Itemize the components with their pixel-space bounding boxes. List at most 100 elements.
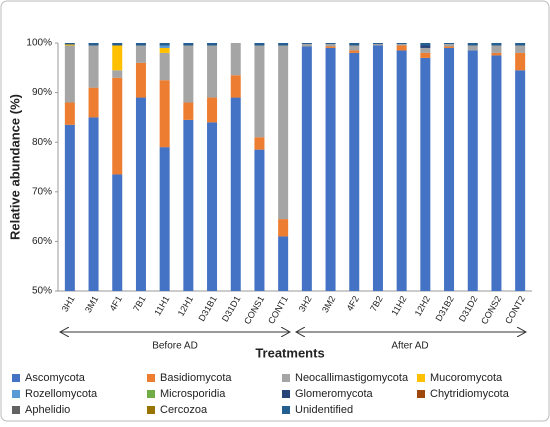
bar-segment bbox=[112, 174, 123, 291]
bar-segment bbox=[444, 43, 455, 44]
bar-segment bbox=[159, 47, 170, 53]
bar-segment bbox=[420, 57, 431, 291]
bar-segment bbox=[349, 43, 360, 46]
bar-segment bbox=[159, 80, 170, 148]
bar-segment bbox=[444, 46, 455, 48]
bar-segment bbox=[64, 45, 75, 103]
bar-segment bbox=[135, 97, 146, 291]
y-tick-label: 100% bbox=[26, 38, 52, 49]
annotation: Before AD bbox=[152, 341, 198, 352]
legend-label: Aphelidio bbox=[25, 404, 70, 416]
legend-label: Ascomycota bbox=[25, 372, 86, 384]
legend-swatch bbox=[282, 390, 290, 398]
y-tick-label: 90% bbox=[32, 87, 52, 98]
bar-segment bbox=[64, 102, 75, 125]
bar-segment bbox=[278, 43, 289, 46]
bar-segment bbox=[325, 43, 336, 44]
bar-segment bbox=[325, 43, 336, 47]
bar-segment bbox=[207, 97, 218, 123]
bar-segment bbox=[349, 45, 360, 51]
bar-segment bbox=[301, 43, 312, 44]
bar-segment bbox=[112, 77, 123, 175]
bar-segment bbox=[515, 70, 526, 291]
bar-segment bbox=[135, 45, 146, 63]
legend-label: Mucoromycota bbox=[430, 372, 503, 384]
bar-segment bbox=[278, 236, 289, 291]
legend-swatch bbox=[12, 390, 20, 398]
bar-segment bbox=[64, 44, 75, 46]
legend-label: Chytridiomycota bbox=[430, 388, 510, 400]
legend-swatch bbox=[12, 374, 20, 382]
x-axis-label: Treatments bbox=[255, 345, 324, 360]
legend-swatch bbox=[147, 406, 155, 414]
bar-segment bbox=[278, 219, 289, 237]
bar-segment bbox=[349, 50, 360, 53]
legend-swatch bbox=[147, 374, 155, 382]
bar-segment bbox=[88, 45, 99, 88]
bar-segment bbox=[207, 43, 218, 46]
bar-segment bbox=[254, 137, 265, 150]
bar-segment bbox=[230, 97, 241, 291]
bar-segment bbox=[230, 75, 241, 98]
bar-segment bbox=[467, 43, 478, 46]
legend-swatch bbox=[417, 390, 425, 398]
legend-label: Basidiomycota bbox=[160, 372, 232, 384]
bar-segment bbox=[467, 50, 478, 291]
legend-swatch bbox=[282, 406, 290, 414]
bar-segment bbox=[396, 45, 407, 51]
legend-swatch bbox=[282, 374, 290, 382]
annotation: After AD bbox=[391, 341, 428, 352]
legend-label: Microsporidia bbox=[160, 388, 226, 400]
bar-segment bbox=[420, 47, 431, 53]
bar-segment bbox=[183, 119, 194, 291]
bar-segment bbox=[491, 52, 502, 56]
bar-segment bbox=[278, 45, 289, 220]
legend-label: Rozellomycota bbox=[25, 388, 98, 400]
bar-segment bbox=[135, 43, 146, 46]
bar-segment bbox=[372, 43, 383, 44]
bar-segment bbox=[112, 43, 123, 46]
bar-segment bbox=[159, 45, 170, 48]
bar-segment bbox=[396, 50, 407, 291]
bar-segment bbox=[159, 147, 170, 291]
bar-segment bbox=[515, 43, 526, 46]
bar-segment bbox=[491, 55, 502, 292]
bar-segment bbox=[88, 87, 99, 118]
bar-segment bbox=[207, 122, 218, 291]
legend-label: Unidentified bbox=[295, 404, 353, 416]
bar-segment bbox=[207, 45, 218, 98]
bar-segment bbox=[420, 45, 431, 48]
bar-segment bbox=[467, 45, 478, 51]
bar-segment bbox=[254, 43, 265, 46]
legend-swatch bbox=[147, 390, 155, 398]
y-tick-label: 50% bbox=[32, 286, 52, 297]
bar-segment bbox=[420, 52, 431, 58]
bar-segment bbox=[183, 43, 194, 46]
bar-segment bbox=[254, 149, 265, 291]
bar-segment bbox=[64, 43, 75, 45]
bar-segment bbox=[444, 43, 455, 47]
bar-segment bbox=[396, 43, 407, 44]
bar-segment bbox=[444, 47, 455, 292]
legend-swatch bbox=[12, 406, 20, 414]
legend-label: Neocallimastigomycota bbox=[295, 372, 409, 384]
bar-segment bbox=[349, 52, 360, 291]
bar-segment bbox=[325, 47, 336, 292]
bar-segment bbox=[159, 52, 170, 81]
bar-segment bbox=[396, 43, 407, 46]
bar-segment bbox=[301, 43, 312, 47]
y-tick-label: 70% bbox=[32, 186, 52, 197]
bar-segment bbox=[64, 124, 75, 291]
bar-segment bbox=[254, 45, 265, 138]
legend-swatch bbox=[417, 374, 425, 382]
bar-segment bbox=[230, 43, 241, 76]
bar-segment bbox=[183, 45, 194, 103]
bar-segment bbox=[88, 43, 99, 46]
bar-segment bbox=[491, 43, 502, 46]
y-tick-label: 60% bbox=[32, 236, 52, 247]
bar-segment bbox=[88, 117, 99, 292]
bar-segment bbox=[183, 102, 194, 120]
bar-segment bbox=[135, 62, 146, 98]
bar-segment bbox=[491, 45, 502, 53]
